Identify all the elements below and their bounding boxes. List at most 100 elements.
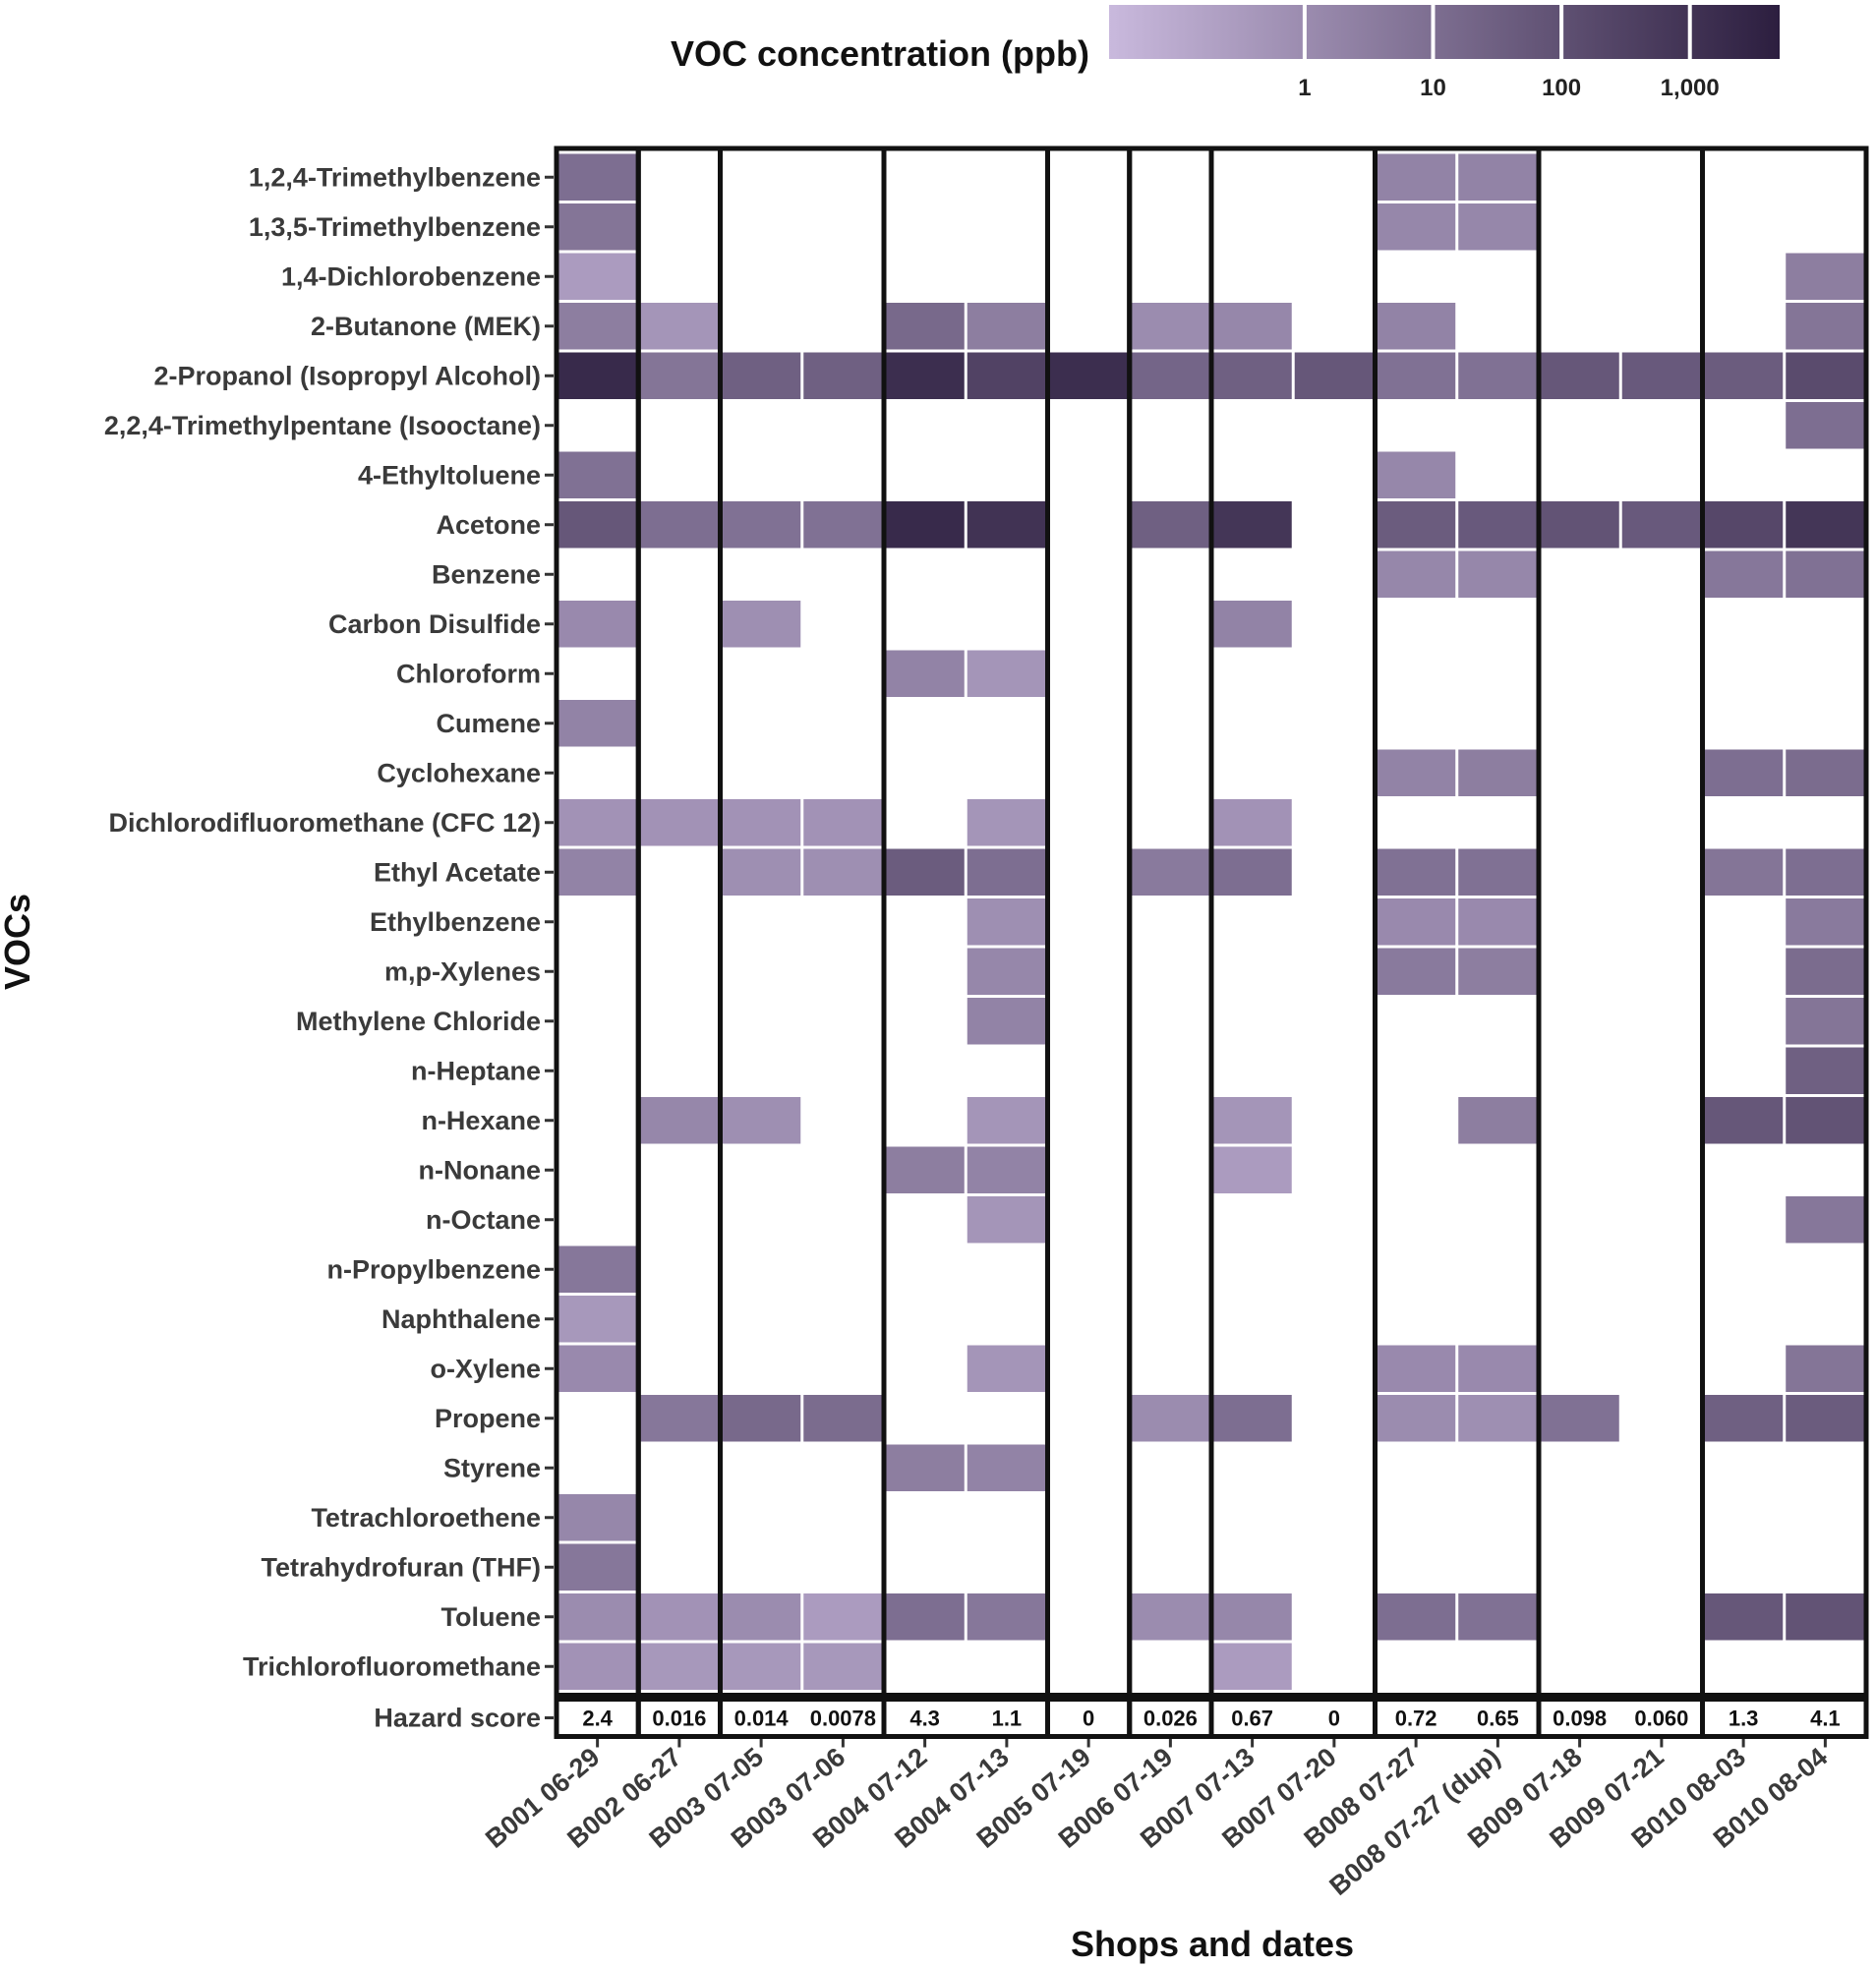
heatmap-cell: [1704, 1593, 1784, 1641]
heatmap-cell: [1212, 601, 1292, 648]
heatmap-cell: [1786, 1345, 1865, 1392]
heatmap-cell: [557, 153, 637, 201]
y-axis-label: n-Heptane: [411, 1056, 541, 1085]
hazard-score-value: 0.026: [1143, 1707, 1198, 1731]
heatmap-cell: [557, 601, 637, 648]
heatmap-cell: [1786, 253, 1865, 300]
x-axis-title: Shops and dates: [1071, 1924, 1354, 1964]
heatmap-cell: [1294, 352, 1374, 399]
heatmap-cell: [967, 650, 1046, 697]
heatmap-cell: [1786, 550, 1865, 598]
heatmap-cell: [1786, 352, 1865, 399]
heatmap-cell: [885, 501, 965, 549]
hazard-score-value: 0.65: [1477, 1707, 1519, 1731]
heatmap-cell: [1786, 1097, 1865, 1144]
y-axis-label: Toluene: [440, 1602, 541, 1632]
y-axis-label: Dichlorodifluoromethane (CFC 12): [108, 808, 541, 838]
heatmap-cell: [885, 1593, 965, 1641]
hazard-score-value: 0.016: [652, 1707, 706, 1731]
legend-tick-label: 1: [1298, 75, 1311, 101]
heatmap-cell: [1458, 550, 1538, 598]
heatmap-cell: [1131, 1593, 1210, 1641]
heatmap-cell: [967, 1444, 1046, 1491]
heatmap-cell: [1212, 352, 1292, 399]
heatmap-cell: [1704, 501, 1784, 549]
heatmap-cell: [1377, 1593, 1456, 1641]
heatmap-cell: [1786, 1593, 1865, 1641]
hazard-score-value: 0.0078: [810, 1707, 876, 1731]
heatmap-cell: [557, 451, 637, 498]
heatmap-cell: [803, 799, 883, 846]
y-axis-label: Propene: [435, 1404, 541, 1433]
y-axis-label: n-Octane: [426, 1205, 541, 1235]
heatmap-cell: [722, 601, 801, 648]
heatmap-cell: [557, 700, 637, 747]
heatmap-cell: [639, 1643, 719, 1690]
heatmap-cell: [1704, 550, 1784, 598]
y-axis-label: 1,2,4-Trimethylbenzene: [249, 162, 541, 192]
hazard-score-value: 0.014: [734, 1707, 790, 1731]
heatmap-cell: [722, 352, 801, 399]
heatmap-cell: [1458, 352, 1538, 399]
heatmap-cell: [1704, 1097, 1784, 1144]
heatmap-cell: [1704, 848, 1784, 896]
hazard-panel-frame: [1700, 1697, 1869, 1739]
heatmap-cell: [557, 1296, 637, 1343]
heatmap-cell: [1377, 1345, 1456, 1392]
heatmap-cell: [967, 1593, 1046, 1641]
heatmap-cell: [1131, 352, 1210, 399]
heatmap-cell: [639, 352, 719, 399]
heatmap-cell: [803, 848, 883, 896]
hazard-score-value: 0: [1083, 1707, 1094, 1731]
y-axis-label: n-Nonane: [419, 1155, 542, 1185]
legend-ticks: 1 10 100 1,000: [1298, 5, 1720, 101]
y-axis-label: Chloroform: [396, 659, 541, 688]
heatmap-cell: [1212, 501, 1292, 549]
heatmap-cell: [557, 203, 637, 251]
y-axis-label: 1,4-Dichlorobenzene: [281, 261, 541, 291]
y-axis-label: 2,2,4-Trimethylpentane (Isooctane): [104, 411, 541, 440]
heatmap-cell: [1540, 501, 1619, 549]
legend-title: VOC concentration (ppb): [671, 33, 1089, 74]
heatmap-cell: [1458, 1593, 1538, 1641]
heatmap-cell: [1212, 303, 1292, 350]
heatmap-cell: [1786, 749, 1865, 796]
heatmap-cell: [722, 1593, 801, 1641]
heatmap-cell: [1458, 1345, 1538, 1392]
legend-tick-label: 100: [1542, 75, 1581, 101]
heatmap-cell: [1377, 501, 1456, 549]
heatmap-cell: [1786, 1395, 1865, 1442]
heatmap-cell: [722, 501, 801, 549]
legend-tick-label: 1,000: [1661, 75, 1720, 101]
y-axis-label: Ethyl Acetate: [374, 857, 541, 887]
heatmap-cell: [967, 948, 1046, 995]
heatmap-cell: [803, 352, 883, 399]
y-axis-label: Acetone: [436, 510, 541, 540]
heatmap-cell: [967, 998, 1046, 1045]
heatmap-cell: [1458, 749, 1538, 796]
heatmap-cell: [1786, 898, 1865, 946]
heatmap-cell: [722, 1097, 801, 1144]
heatmap-cell: [967, 1345, 1046, 1392]
heatmap-cell: [1212, 1146, 1292, 1193]
heatmap-cell: [1786, 402, 1865, 449]
y-axis-label: 1,3,5-Trimethylbenzene: [249, 212, 541, 242]
heatmap-cell: [885, 303, 965, 350]
heatmap-cell: [1786, 303, 1865, 350]
shop-panel-frame: [1700, 145, 1869, 1698]
heatmap-cell: [1786, 848, 1865, 896]
heatmap-cell: [557, 1643, 637, 1690]
heatmap-cell: [1458, 203, 1538, 251]
hazard-score-value: 4.1: [1810, 1707, 1841, 1731]
heatmap-cell: [967, 848, 1046, 896]
heatmap-cell: [1377, 898, 1456, 946]
heatmap-cell: [967, 1097, 1046, 1144]
y-axis-label: Styrene: [443, 1453, 541, 1482]
heatmap-cell: [1540, 352, 1619, 399]
heatmap-cell: [557, 1543, 637, 1591]
y-axis-label: Cyclohexane: [377, 758, 541, 787]
heatmap-cell: [885, 1444, 965, 1491]
heatmap-cell: [557, 848, 637, 896]
heatmap-cell: [557, 1245, 637, 1293]
heatmap-cell: [1704, 749, 1784, 796]
